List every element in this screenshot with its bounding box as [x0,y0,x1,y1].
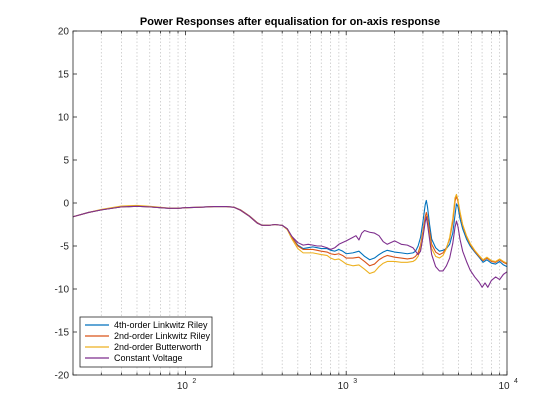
y-tick-label: 5 [63,156,69,167]
y-tick-label: 0 [63,199,69,210]
chart-title: Power Responses after equalisation for o… [140,16,440,28]
y-tick-label: -20 [55,371,70,382]
x-tick-label-exponent: 4 [514,378,518,385]
x-tick-label: 10 [498,381,510,392]
y-tick-label: 15 [58,70,70,81]
y-tick-label: 20 [58,27,70,38]
series-layer [72,193,508,288]
x-tick-label-exponent: 2 [192,378,196,385]
x-tick-label: 10 [338,381,350,392]
y-tick-label: -10 [55,285,70,296]
y-tick-label: 10 [58,113,70,124]
y-tick-label: -15 [55,328,70,339]
series-line-4 [72,205,508,288]
x-tick-label: 10 [177,381,189,392]
legend-label: 2nd-order Linkwitz Riley [114,331,211,341]
x-tick-label-exponent: 3 [353,378,357,385]
legend-label: Constant Voltage [114,353,183,363]
legend-label: 2nd-order Butterworth [114,342,202,352]
legend-label: 4th-order Linkwitz Riley [114,320,208,330]
y-tick-label: -5 [60,242,69,253]
